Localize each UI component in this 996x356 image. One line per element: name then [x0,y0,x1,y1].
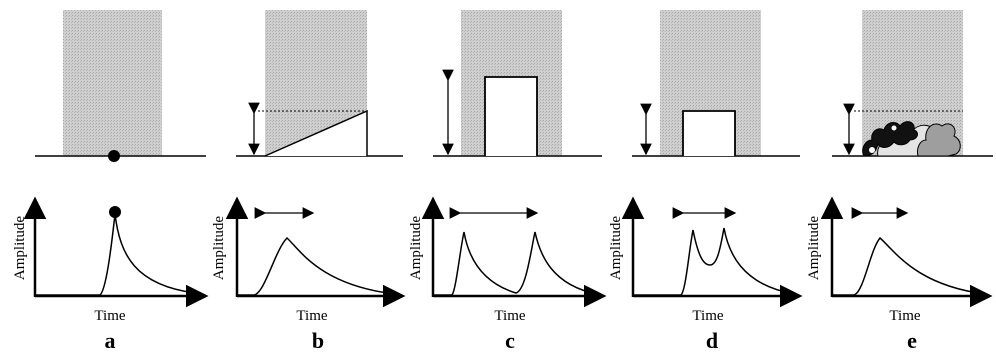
y-axis-label: Amplitude [408,216,424,281]
block-outline [484,76,538,156]
graph-e [820,196,993,308]
x-axis-label: Time [94,308,125,324]
schematic-c [433,10,602,157]
panel-b: Amplitude Time b [211,10,406,353]
block-shape [683,111,735,156]
irregular-cluster-dark [862,121,918,157]
panel-a: Amplitude Time a [12,10,209,353]
y-axis-label: Amplitude [12,216,28,281]
schematic-d [632,10,800,157]
x-axis-label: Time [296,308,327,324]
graph-b [225,196,406,308]
graph-c [421,196,607,308]
point-source [108,150,120,162]
panel-letter: e [907,328,917,353]
wedge-outline [264,109,368,157]
signal-curve [433,231,598,296]
cluster-dot [891,125,897,131]
signal-curve [35,213,196,296]
x-axis-label: Time [692,308,723,324]
graph-a [23,196,209,308]
peak-marker [109,206,121,218]
panel-letter: c [505,328,515,353]
signal-curve [832,236,986,296]
signal-curve [237,236,396,296]
y-axis-label: Amplitude [806,216,822,281]
y-axis-label: Amplitude [211,216,227,281]
cluster-dot [869,147,875,153]
panel-d: Amplitude Time d [608,10,803,353]
schematic-b [236,10,403,157]
panel-e: Amplitude Time e [806,10,993,353]
panel-c: Amplitude Time c [408,10,607,353]
block-shape [485,77,537,156]
panel-letter: b [312,328,324,353]
panel-letter: d [706,328,718,353]
y-axis-label: Amplitude [608,216,624,281]
schematic-e [832,10,993,157]
shaded-region [63,10,162,156]
signal-curve [633,227,796,296]
irregular-cluster-mid [917,123,961,157]
graph-d [621,196,803,308]
panel-letter: a [105,328,116,353]
x-axis-label: Time [889,308,920,324]
x-axis-label: Time [494,308,525,324]
schematic-a [35,10,206,162]
block-outline [682,110,736,156]
